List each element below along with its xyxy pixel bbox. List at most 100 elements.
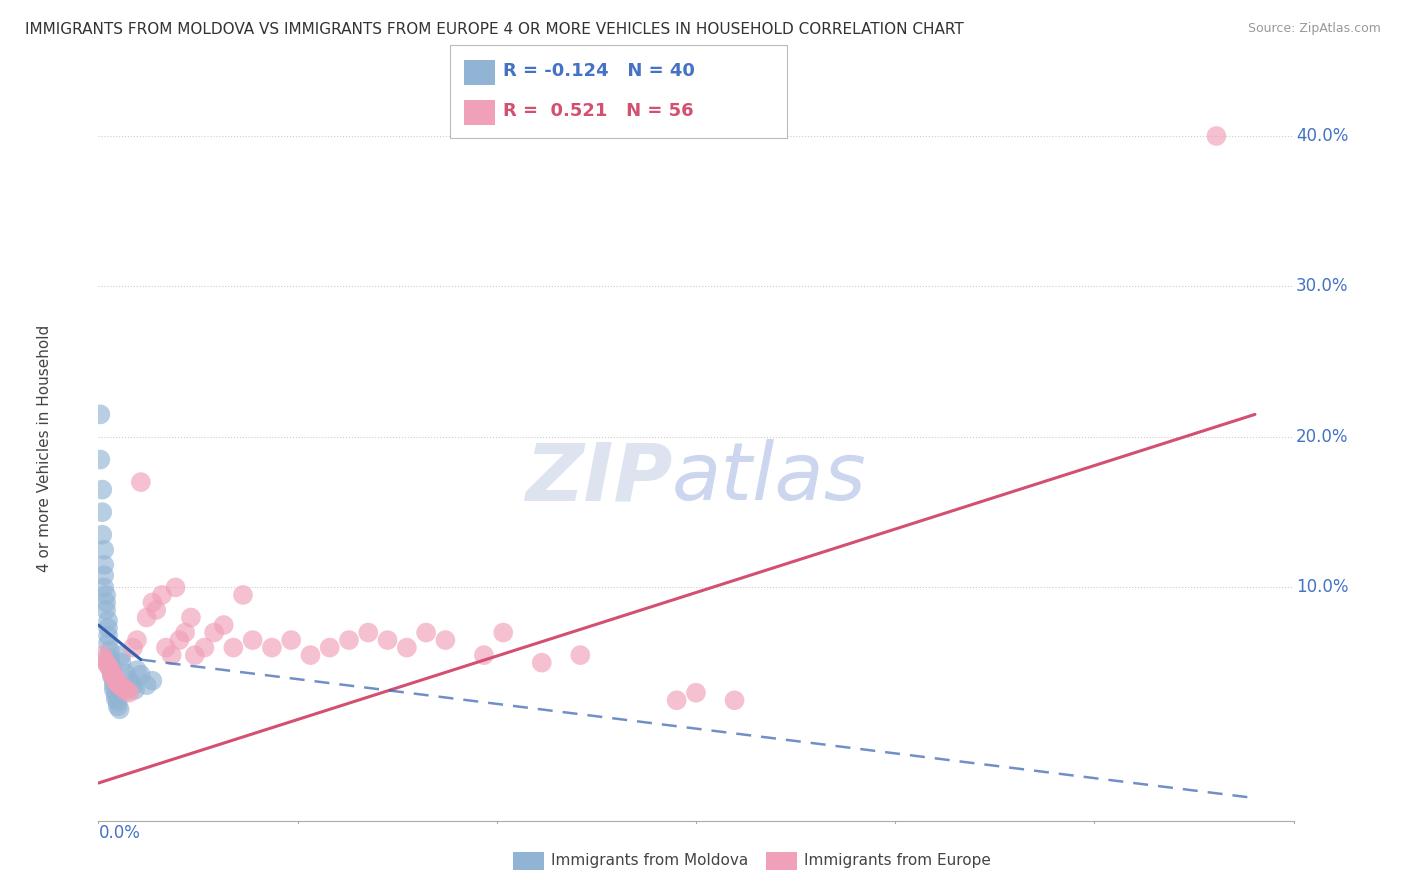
Point: [94, 603, 117, 617]
Point: [530, 656, 553, 670]
Point: [93, 558, 115, 572]
Point: [1205, 128, 1227, 143]
Text: Source: ZipAtlas.com: Source: ZipAtlas.com: [1247, 22, 1381, 36]
Point: [104, 673, 127, 688]
Point: [103, 682, 125, 697]
Point: [145, 603, 167, 617]
Point: [101, 669, 124, 683]
Point: [94, 656, 117, 670]
Point: [124, 682, 146, 697]
Point: [129, 667, 152, 681]
Point: [91, 527, 114, 541]
Point: [107, 699, 129, 714]
Point: [492, 625, 515, 640]
Point: [93, 542, 115, 557]
Point: [472, 648, 495, 662]
Point: [125, 663, 148, 677]
Point: [89, 452, 111, 467]
Point: [108, 702, 131, 716]
Text: R = -0.124   N = 40: R = -0.124 N = 40: [503, 62, 695, 80]
Point: [377, 633, 399, 648]
Point: [129, 475, 152, 489]
Point: [93, 653, 115, 667]
Point: [110, 648, 132, 662]
Point: [101, 665, 124, 679]
Point: [135, 678, 157, 692]
Point: [685, 686, 707, 700]
Point: [150, 588, 173, 602]
Point: [180, 610, 202, 624]
Point: [723, 693, 745, 707]
Point: [112, 681, 135, 696]
Point: [118, 686, 141, 700]
Text: 40.0%: 40.0%: [1296, 127, 1348, 145]
Point: [107, 695, 129, 709]
Point: [98, 643, 121, 657]
Point: [98, 651, 121, 665]
Point: [184, 648, 207, 662]
Point: [160, 648, 183, 662]
Point: [110, 656, 132, 670]
Point: [155, 640, 177, 655]
Point: [222, 640, 245, 655]
Point: [91, 648, 114, 662]
Text: IMMIGRANTS FROM MOLDOVA VS IMMIGRANTS FROM EUROPE 4 OR MORE VEHICLES IN HOUSEHOL: IMMIGRANTS FROM MOLDOVA VS IMMIGRANTS FR…: [25, 22, 965, 37]
Point: [118, 673, 141, 688]
Point: [110, 680, 132, 694]
Point: [98, 662, 121, 676]
Point: [434, 633, 457, 648]
Point: [135, 610, 157, 624]
Point: [97, 629, 120, 643]
Point: [107, 676, 129, 690]
Point: [357, 625, 380, 640]
Text: 20.0%: 20.0%: [1296, 428, 1348, 446]
Point: [94, 588, 117, 602]
Text: Immigrants from Moldova: Immigrants from Moldova: [551, 854, 748, 868]
Point: [415, 625, 437, 640]
Point: [141, 595, 163, 609]
Point: [169, 633, 191, 648]
Point: [97, 658, 120, 673]
Point: [319, 640, 342, 655]
Point: [97, 621, 120, 635]
Text: 10.0%: 10.0%: [1296, 578, 1348, 597]
Point: [395, 640, 418, 655]
Text: ZIP: ZIP: [524, 439, 672, 517]
Point: [202, 625, 225, 640]
Point: [103, 678, 125, 692]
Text: Immigrants from Europe: Immigrants from Europe: [804, 854, 991, 868]
Point: [89, 408, 111, 422]
Point: [193, 640, 215, 655]
Point: [122, 678, 145, 692]
Point: [569, 648, 592, 662]
Point: [260, 640, 283, 655]
Point: [165, 581, 187, 595]
Point: [93, 581, 115, 595]
Text: 4 or more Vehicles in Household: 4 or more Vehicles in Household: [37, 325, 52, 572]
Point: [232, 588, 254, 602]
Point: [91, 505, 114, 519]
Point: [212, 618, 235, 632]
Point: [122, 640, 145, 655]
Text: 0.0%: 0.0%: [98, 824, 141, 842]
Point: [114, 666, 136, 681]
Point: [93, 568, 115, 582]
Point: [104, 672, 127, 686]
Point: [94, 595, 117, 609]
Point: [114, 682, 136, 697]
Point: [280, 633, 302, 648]
Point: [103, 673, 125, 688]
Point: [101, 667, 124, 681]
Point: [141, 673, 163, 688]
Point: [665, 693, 688, 707]
Point: [104, 687, 127, 701]
Point: [174, 625, 197, 640]
Text: R =  0.521   N = 56: R = 0.521 N = 56: [503, 103, 695, 120]
Point: [98, 656, 121, 670]
Point: [101, 660, 124, 674]
Point: [337, 633, 360, 648]
Point: [91, 483, 114, 497]
Point: [101, 665, 124, 679]
Point: [125, 633, 148, 648]
Point: [299, 648, 322, 662]
